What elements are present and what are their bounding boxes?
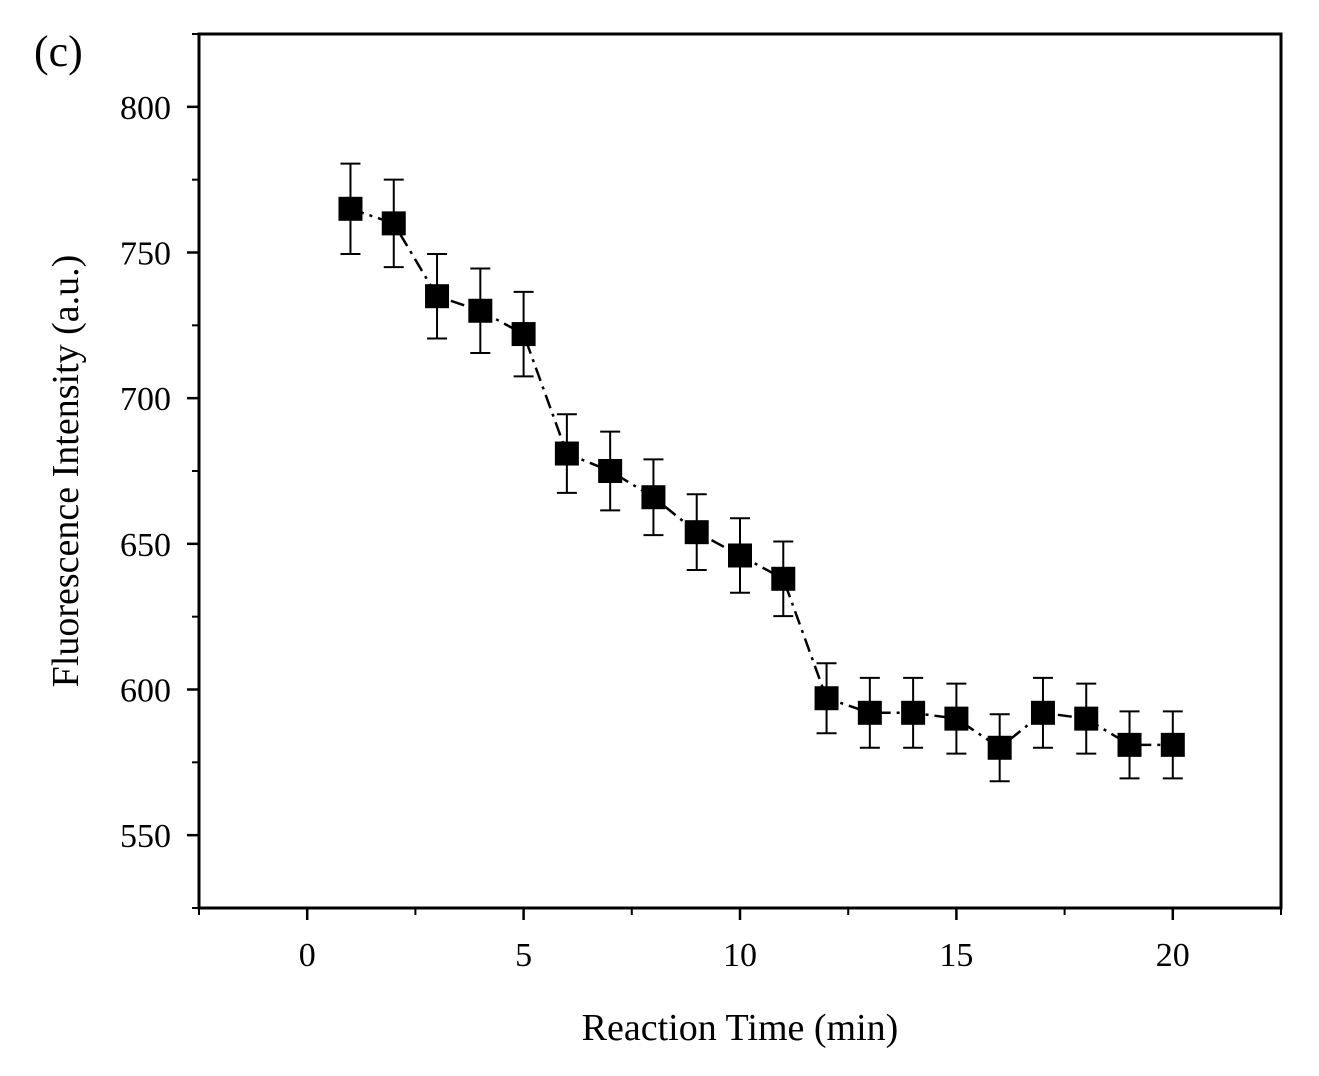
x-axis: 0 5 10 15 20 bbox=[198, 908, 1282, 974]
data-point bbox=[684, 520, 709, 545]
data-point bbox=[1160, 732, 1185, 757]
y-axis: 550 600 650 700 750 800 bbox=[120, 33, 199, 909]
data-point bbox=[425, 284, 450, 309]
y-axis-title: Fluorescence Intensity (a.u.) bbox=[45, 255, 87, 688]
y-tick-label: 700 bbox=[120, 381, 171, 418]
x-tick-label: 0 bbox=[299, 937, 316, 974]
data-point bbox=[598, 459, 623, 483]
data-point bbox=[987, 735, 1012, 760]
data-point bbox=[641, 485, 666, 510]
data-point bbox=[814, 686, 839, 711]
x-tick-label: 15 bbox=[939, 937, 973, 974]
panel-label: (c) bbox=[34, 27, 83, 76]
data-point bbox=[338, 196, 363, 221]
y-tick-label: 550 bbox=[120, 818, 171, 855]
data-point bbox=[468, 298, 493, 323]
data-point bbox=[728, 543, 752, 568]
y-tick-label: 800 bbox=[120, 90, 171, 127]
x-tick-label: 5 bbox=[515, 937, 532, 974]
y-tick-label: 650 bbox=[120, 527, 171, 564]
plot-frame bbox=[197, 32, 1283, 910]
data-point bbox=[901, 700, 926, 725]
data-point bbox=[771, 566, 796, 591]
x-tick-label: 20 bbox=[1156, 937, 1190, 974]
data-point bbox=[511, 322, 536, 347]
data-point bbox=[1117, 732, 1142, 757]
y-tick-label: 600 bbox=[120, 673, 171, 710]
series-line bbox=[350, 207, 1173, 750]
data-point bbox=[944, 706, 969, 731]
plot-area bbox=[338, 162, 1185, 783]
y-tick-label: 750 bbox=[120, 236, 171, 273]
data-point bbox=[1074, 706, 1099, 731]
data-point bbox=[857, 700, 882, 725]
data-point bbox=[1030, 700, 1055, 725]
x-tick-label: 10 bbox=[723, 937, 757, 974]
data-point bbox=[554, 441, 579, 466]
data-point bbox=[381, 211, 406, 236]
x-axis-title: Reaction Time (min) bbox=[582, 1007, 899, 1049]
